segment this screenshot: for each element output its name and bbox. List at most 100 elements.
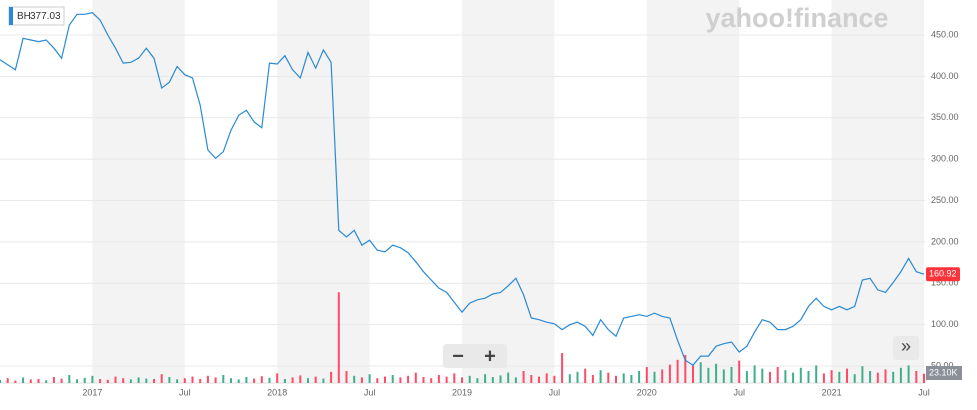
volume-bar xyxy=(6,378,9,383)
volume-bar xyxy=(206,375,209,383)
volume-bar xyxy=(568,374,571,383)
volume-bar xyxy=(137,377,140,383)
volume-bar xyxy=(476,378,479,383)
volume-bar xyxy=(653,371,656,383)
volume-bar xyxy=(230,378,232,383)
volume-bar xyxy=(322,378,325,383)
volume-bar xyxy=(276,373,279,383)
x-tick-label: 2020 xyxy=(637,387,657,397)
volume-bar xyxy=(384,376,386,383)
volume-bar xyxy=(37,379,40,383)
y-tick-label: 250.00 xyxy=(931,195,959,205)
volume-bar xyxy=(60,378,63,383)
last-volume-box xyxy=(926,366,962,380)
volume-bar xyxy=(422,377,425,383)
volume-bar xyxy=(514,377,517,383)
volume-bar xyxy=(861,366,864,383)
x-tick-label: Jul xyxy=(918,387,930,397)
volume-bar xyxy=(892,371,895,383)
volume-bar xyxy=(268,377,271,383)
volume-bar xyxy=(815,365,818,383)
volume-bar xyxy=(722,369,725,383)
legend-swatch xyxy=(9,7,13,25)
volume-bar xyxy=(468,375,471,383)
grid xyxy=(0,34,925,367)
volume-bar xyxy=(753,365,756,383)
volume-bar xyxy=(445,376,448,383)
axis-labels: 50.00 100.00 150.00 200.00 250.00 300.00 350.0… xyxy=(82,29,958,397)
volume-bar xyxy=(391,375,394,383)
volume-bar xyxy=(530,375,533,383)
volume-bar xyxy=(638,371,641,383)
volume-bar xyxy=(545,373,548,383)
x-tick-label: 2017 xyxy=(82,387,102,397)
volume-bar xyxy=(191,376,194,383)
band xyxy=(831,0,924,383)
volume-bar xyxy=(183,378,186,383)
axis-area xyxy=(925,0,977,410)
volume-bar xyxy=(830,370,833,383)
volume-bar xyxy=(214,377,217,383)
volume-bar xyxy=(99,379,102,383)
volume-bar xyxy=(699,362,702,383)
volume-bar xyxy=(561,353,564,383)
x-tick-label: Jul xyxy=(364,387,376,397)
volume-bar xyxy=(160,374,163,383)
volume-bar xyxy=(237,379,240,383)
volume-bar xyxy=(784,370,787,383)
x-tick-label: Jul xyxy=(733,387,745,397)
volume-bar xyxy=(68,375,71,383)
volume-bar xyxy=(176,379,179,383)
volume-bar xyxy=(145,378,148,383)
volume-bar xyxy=(707,367,710,383)
volume-bar xyxy=(399,377,402,383)
logo: yahoo!finance xyxy=(705,3,888,33)
y-tick-label: 150.00 xyxy=(931,278,959,288)
volume-bar xyxy=(915,371,918,383)
volume-bar xyxy=(76,379,78,383)
volume-bar xyxy=(153,379,155,383)
volume-bar xyxy=(91,375,94,383)
volume-bar xyxy=(0,379,1,383)
volume-bar xyxy=(538,376,540,383)
zoom-in[interactable]: + xyxy=(484,345,496,367)
volume-bar xyxy=(715,363,718,383)
volume-bar xyxy=(122,378,125,383)
zoom-out[interactable]: − xyxy=(452,345,464,367)
zoom-bg xyxy=(443,344,507,368)
last-price-label: 160.92 xyxy=(929,269,957,279)
volume xyxy=(0,292,925,383)
x-tick-label: 2019 xyxy=(452,387,472,397)
x-axis-area xyxy=(0,383,977,410)
volume-bar xyxy=(14,380,17,383)
volume-bar xyxy=(923,373,925,383)
volume-bar xyxy=(299,375,302,383)
volume-bar xyxy=(522,371,525,383)
volume-bar xyxy=(507,372,510,383)
volume-bar xyxy=(761,368,764,383)
volume-bar xyxy=(414,372,417,383)
volume-bar xyxy=(661,369,664,383)
volume-bar xyxy=(453,373,456,383)
volume-bar xyxy=(576,371,579,383)
volume-bar xyxy=(584,368,587,383)
volume-bar xyxy=(869,371,872,383)
volume-bar xyxy=(337,292,340,383)
volume-bar xyxy=(838,371,841,383)
volume-bar xyxy=(353,375,356,383)
volume-bar xyxy=(260,376,263,383)
volume-bar xyxy=(291,377,294,383)
volume-bar xyxy=(376,378,379,383)
volume-bar xyxy=(307,378,309,383)
volume-bar xyxy=(822,373,825,383)
volume-bar xyxy=(437,375,440,383)
y-tick-label: 400.00 xyxy=(931,71,959,81)
volume-bar xyxy=(484,374,487,383)
scroll-bg xyxy=(893,336,919,360)
scroll-button[interactable]: » xyxy=(901,336,911,356)
volume-bar xyxy=(283,379,286,383)
band xyxy=(277,0,370,383)
volume-bar xyxy=(807,371,810,383)
volume-bar xyxy=(738,360,741,383)
volume-bar xyxy=(884,369,887,383)
